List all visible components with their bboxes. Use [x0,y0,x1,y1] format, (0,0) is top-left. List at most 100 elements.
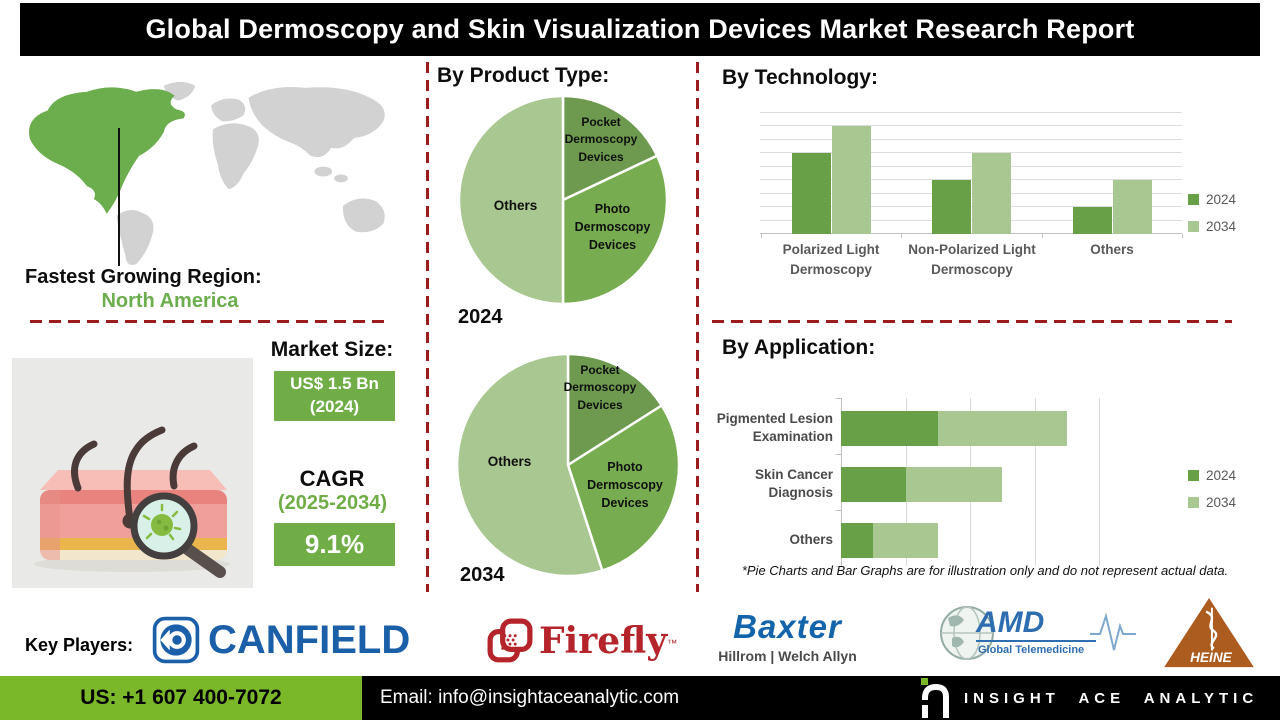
map-europe [211,98,246,122]
gridline [760,125,1182,127]
heine-icon: HEINE [1164,597,1254,668]
firefly-wordmark: Firefly [539,620,668,662]
app-category-skincancer: Skin Cancer Diagnosis [754,467,833,500]
baxter-wordmark: Baxter [733,608,842,645]
tech-legend-2034: 2034 [1188,219,1236,234]
application-plot-area [836,398,1261,567]
tech-bar-2034-2 [1112,180,1152,234]
legend-swatch-2034 [1188,221,1199,232]
app-legend-2034: 2034 [1188,495,1236,510]
cagr-value: 9.1% [274,523,395,566]
pie-chart-2024 [457,94,669,306]
heine-wordmark: HEINE [1190,650,1233,665]
logo-heine: HEINE [1160,596,1258,675]
section-technology: By Technology: [722,66,878,89]
pie1-slice-label-others: Others [493,198,538,213]
firefly-tm: ™ [667,638,678,650]
app-category-pigmented: Pigmented Lesion Examination [716,411,833,444]
legend-label-2024: 2024 [1206,192,1237,207]
tech-bar-2024-2 [1072,207,1112,234]
app-category-others: Others [789,532,833,548]
fastest-growing-region-label: Fastest Growing Region: [25,266,262,288]
tech-bar-2024-1 [932,180,971,234]
canfield-icon [152,616,200,664]
gridline [760,206,1182,208]
footer-bar: Email: info@insightaceanalytic.com INSIG… [362,676,1280,720]
pie2-slice-label-photo: Photo Dermoscopy Devices [587,460,663,511]
axis-tick [836,510,841,511]
footer-email[interactable]: Email: info@insightaceanalytic.com [380,687,680,708]
axis-tick [1041,234,1043,238]
axis-tick [1182,234,1184,238]
insight-ace-logo-icon [921,678,949,718]
map-island [314,166,333,177]
world-map [29,81,385,265]
insight-ace-brand: INSIGHT ACE ANALYTIC [920,676,1258,720]
pie1-slice-label-pocket: Pocket Dermoscopy Devices [564,115,638,164]
app-legend-2024: 2024 [1188,468,1236,483]
map-pointer-line [118,128,120,266]
legend-label-2034: 2034 [1206,495,1237,510]
app-bar-2024-2 [841,523,874,558]
amd-globe-icon [940,606,994,660]
app-bar-2034-2 [873,523,938,558]
map-asia [248,86,385,158]
pie-slice-pocket-dermoscopy-devices [561,94,659,202]
market-size-value: US$ 1.5 Bn (2024) [274,371,395,421]
logo-baxter: Baxter Hillrom | Welch Allyn [700,608,875,664]
pie2-year: 2034 [460,564,505,586]
skin-illustration [12,358,253,588]
divider-left [30,320,390,323]
tech-legend-2024: 2024 [1188,192,1236,207]
pie1-slice-label-photo: Photo Dermoscopy Devices [574,202,651,253]
pie-slice-photo-dermoscopy-devices [561,154,669,306]
cagr-label: CAGR [299,466,365,491]
legend-swatch-2024 [1188,194,1199,205]
gridline [760,179,1182,181]
section-product-type: By Product Type: [437,64,610,87]
amd-subtext: Global Telemedicine [978,644,1085,656]
x-axis [760,233,1182,234]
gridline [760,138,1182,140]
fastest-growing-region-value: North America [101,290,239,312]
gridline [760,219,1182,221]
divider-right [712,320,1232,323]
tech-bar-2034-0 [831,126,871,234]
pie-slice-photo-dermoscopy-devices [566,404,681,572]
pie-chart-2034 [455,352,681,578]
axis-tick [901,234,903,238]
section-application: By Application: [722,336,876,359]
logo-amd: AMD Global Telemedicine [938,600,1138,664]
tech-category-others: Others [1090,242,1134,257]
axis-tick [760,234,762,238]
map-south-america [116,210,154,265]
insight-ace-wordmark: INSIGHT ACE ANALYTIC [964,689,1259,707]
germ-icon [142,503,182,541]
firefly-icon [487,618,533,663]
footer-phone: US: +1 607 400-7072 [0,676,362,720]
pie1-year: 2024 [458,306,503,328]
technology-bar-chart: Polarized Light Dermoscopy Non-Polarized… [705,105,1280,285]
gridline [1034,398,1036,566]
disclaimer-text: *Pie Charts and Bar Graphs are for illus… [741,563,1229,578]
divider-vertical-2 [696,62,699,592]
pie2-slice-label-others: Others [487,454,532,469]
app-bar-2034-1 [905,467,1003,502]
canfield-wordmark: CANFIELD [208,617,411,662]
baxter-subtext: Hillrom | Welch Allyn [718,648,857,664]
tech-category-nonpolarized: Non-Polarized Light Dermoscopy [908,242,1036,278]
technology-plot-area [760,112,1184,238]
app-bar-2034-0 [937,411,1068,446]
pie-slice-others [455,352,604,578]
app-bar-2024-1 [841,467,906,502]
logo-firefly: Firefly™ [487,618,677,664]
legend-label-2034: 2034 [1206,219,1237,234]
axis-tick [836,454,841,455]
gridline [760,112,1182,113]
tech-category-polarized: Polarized Light Dermoscopy [782,242,880,278]
cagr-period: (2025-2034) [278,492,387,514]
map-island [334,174,348,183]
map-australia [342,198,385,233]
axis-tick [836,566,841,567]
